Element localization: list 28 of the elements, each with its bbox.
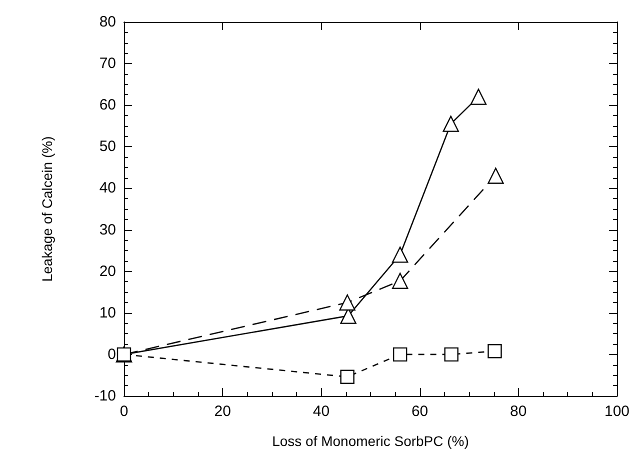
point xyxy=(488,344,502,358)
y-tick-label: 60 xyxy=(99,96,116,114)
x-tick-label: 60 xyxy=(411,403,428,420)
x-tick-label: 80 xyxy=(510,403,527,420)
point xyxy=(392,272,408,289)
point xyxy=(442,116,459,132)
point xyxy=(488,168,504,184)
x-axis-title: Loss of Monomeric SorbPC (%) xyxy=(272,433,469,449)
y-axis-title: Leakage of Calcein (%) xyxy=(39,136,55,282)
point xyxy=(392,347,408,362)
x-tick-label: 20 xyxy=(214,403,231,420)
x-tick-label: 100 xyxy=(604,403,630,420)
y-tick-label: -10 xyxy=(94,388,116,404)
y-tick-label: 10 xyxy=(99,304,116,322)
point xyxy=(470,88,487,105)
x-tick-label: 40 xyxy=(312,403,330,420)
x-tick-label: 0 xyxy=(120,403,128,420)
y-tick-label: 50 xyxy=(99,138,116,156)
y-tick-label: 70 xyxy=(99,55,116,72)
point xyxy=(339,294,356,311)
point xyxy=(444,347,458,362)
y-tick-label: 40 xyxy=(99,180,116,197)
point xyxy=(340,370,354,384)
y-tick-label: 20 xyxy=(99,262,116,280)
y-tick-label: 0 xyxy=(108,346,116,363)
point xyxy=(392,246,408,263)
y-tick-label: 30 xyxy=(99,221,116,238)
y-tick-label: 80 xyxy=(99,14,116,30)
